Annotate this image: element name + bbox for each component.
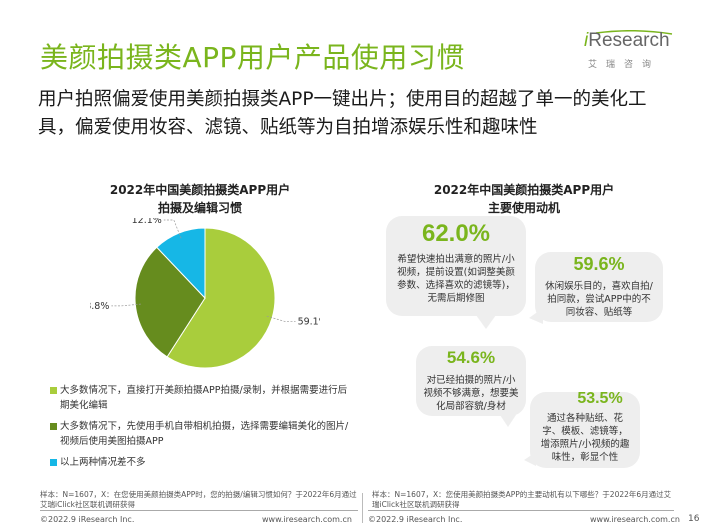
legend-swatch-olive: [50, 423, 57, 430]
legend-swatch-green: [50, 387, 57, 394]
pie-leader-line: [266, 315, 296, 323]
left-chart-title-line1: 2022年中国美颜拍摄类APP用户: [109, 183, 291, 197]
pie-label-direct-app: 59.1%: [298, 317, 320, 328]
page-title: 美颜拍摄类APP用户产品使用习惯: [40, 41, 465, 74]
footer-center-divider: [362, 493, 363, 523]
bubble-tail: [524, 452, 536, 466]
pie-label-both: 12.1%: [132, 218, 162, 226]
right-chart-title-line2: 主要使用动机: [487, 201, 560, 215]
pie-slice-camera-first: [134, 246, 206, 358]
bubble-tail: [476, 315, 496, 329]
motive-value-2: 59.6%: [573, 254, 625, 274]
motive-value-1: 62.0%: [421, 220, 491, 247]
right-chart-title-line1: 2022年中国美颜拍摄类APP用户: [433, 183, 615, 197]
legend-label: 以上两种情况差不多: [60, 457, 146, 468]
motive-text-4: 通过各种贴纸、花字、模板、滤镜等，增添照片/小视频的趣味性，彰显个性: [540, 413, 630, 463]
pie-label-camera-first: 28.8%: [90, 301, 109, 312]
motive-text-3: 对已经拍摄的照片/小视频不够满意，想要美化局部容貌/身材: [423, 375, 519, 412]
pie-slice-both: [156, 227, 206, 300]
legend-label: 大多数情况下，直接打开美颜拍摄APP拍摄/录制，并根据需要进行后期美化编辑: [60, 385, 348, 411]
footer-site-right: www.iresearch.com.cn: [590, 515, 680, 524]
motive-text-2: 休闲娱乐目的，喜欢自拍/拍同款，尝试APP中的不同妆容、贴纸等: [545, 281, 653, 318]
legend-item-camera-first: 大多数情况下，先使用手机自带相机拍摄，选择需要编辑美化的图片/视频后使用美图拍摄…: [50, 419, 350, 449]
habit-pie-chart: 59.1% 28.8% 12.1%: [90, 218, 320, 369]
motive-value-3: 54.6%: [446, 348, 496, 367]
bubble-tail: [500, 415, 516, 427]
motive-bubble-4: [524, 392, 640, 468]
pie-slice-direct-app: [166, 227, 276, 369]
legend-item-direct-app: 大多数情况下，直接打开美颜拍摄APP拍摄/录制，并根据需要进行后期美化编辑: [50, 383, 350, 413]
right-sample-note: 样本：N=1607，X：您使用美颜拍摄类APP的主要动机有以下哪些？于2022年…: [372, 490, 672, 509]
left-chart-title: 2022年中国美颜拍摄类APP用户 拍摄及编辑习惯: [80, 181, 320, 217]
footer-divider-left: [40, 510, 358, 511]
logo-subtitle: 艾瑞咨询: [588, 60, 661, 70]
iresearch-logo: iResearch 艾瑞咨询: [584, 30, 684, 80]
legend-label: 大多数情况下，先使用手机自带相机拍摄，选择需要编辑美化的图片/视频后使用美图拍摄…: [60, 421, 349, 447]
motive-bubble-2: [529, 252, 663, 324]
page-subtitle: 用户拍照偏爱使用美颜拍摄类APP一键出片；使用目的超越了单一的美化工具，偏爱使用…: [38, 89, 647, 138]
footer-copyright-left: ©2022.9 iResearch Inc.: [40, 515, 135, 524]
left-chart-title-line2: 拍摄及编辑习惯: [157, 201, 242, 215]
left-sample-note: 样本：N=1607，X：在您使用美颜拍摄类APP时，您的拍摄/编辑习惯如何？于2…: [40, 490, 357, 509]
motive-value-4: 53.5%: [577, 390, 623, 407]
pie-leader-line: [111, 303, 141, 307]
bubble-tail: [529, 308, 543, 324]
logo-research: Research: [588, 30, 670, 51]
legend-item-both: 以上两种情况差不多: [50, 455, 350, 470]
footer-site-left: www.iresearch.com.cn: [262, 515, 352, 524]
pie-legend: 大多数情况下，直接打开美颜拍摄APP拍摄/录制，并根据需要进行后期美化编辑 大多…: [50, 383, 350, 476]
right-chart-title: 2022年中国美颜拍摄类APP用户 主要使用动机: [404, 181, 644, 217]
motive-text-1: 希望快速拍出满意的照片/小视频，提前设置(如调整美颜参数、选择喜欢的滤镜等)，无…: [397, 254, 515, 304]
logo-i: i: [584, 30, 589, 51]
pie-leader-line: [163, 219, 182, 239]
motive-bubble-3: [416, 346, 526, 427]
logo-swoosh-icon: [595, 30, 673, 35]
motive-bubble-1: [386, 216, 526, 329]
footer-divider-right: [368, 510, 674, 511]
logo-wordmark: iResearch: [584, 30, 670, 52]
footer-copyright-right: ©2022.9 iResearch Inc.: [368, 515, 463, 524]
legend-swatch-cyan: [50, 459, 57, 466]
page-number: 16: [688, 514, 700, 524]
